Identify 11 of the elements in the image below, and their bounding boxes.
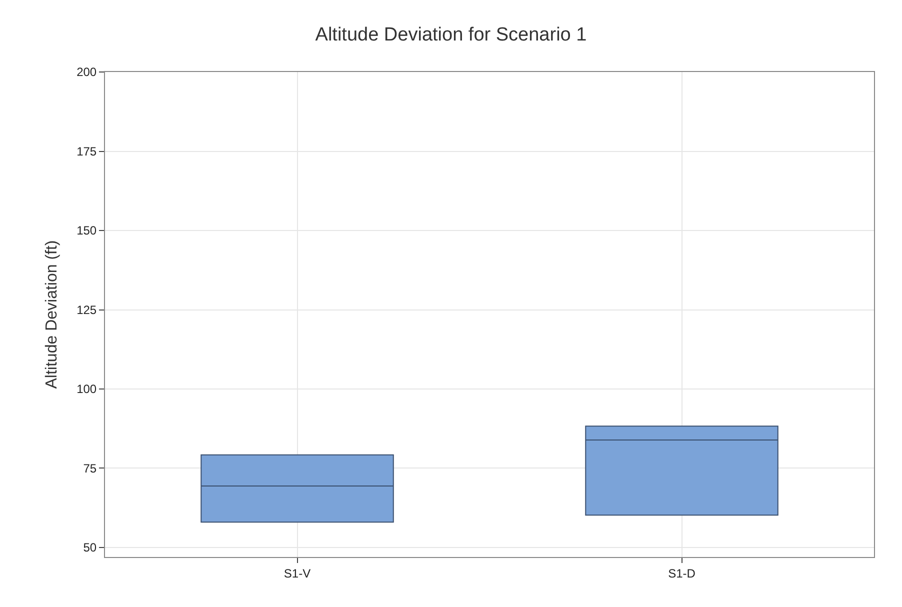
- y-tick-label: 75: [83, 461, 97, 476]
- y-tick-label: 125: [76, 302, 97, 317]
- y-tick-label: 100: [76, 382, 97, 396]
- y-axis-title: Altitude Deviation (ft): [43, 240, 60, 389]
- y-tick-label: 175: [76, 144, 97, 158]
- x-tick-label: S1-V: [284, 566, 311, 580]
- y-tick-label: 150: [76, 224, 97, 238]
- y-tick-label: 200: [76, 65, 97, 80]
- chart-title: Altitude Deviation for Scenario 1: [315, 24, 587, 46]
- x-tick-label: S1-D: [668, 566, 696, 580]
- y-tick-label: 50: [83, 540, 97, 555]
